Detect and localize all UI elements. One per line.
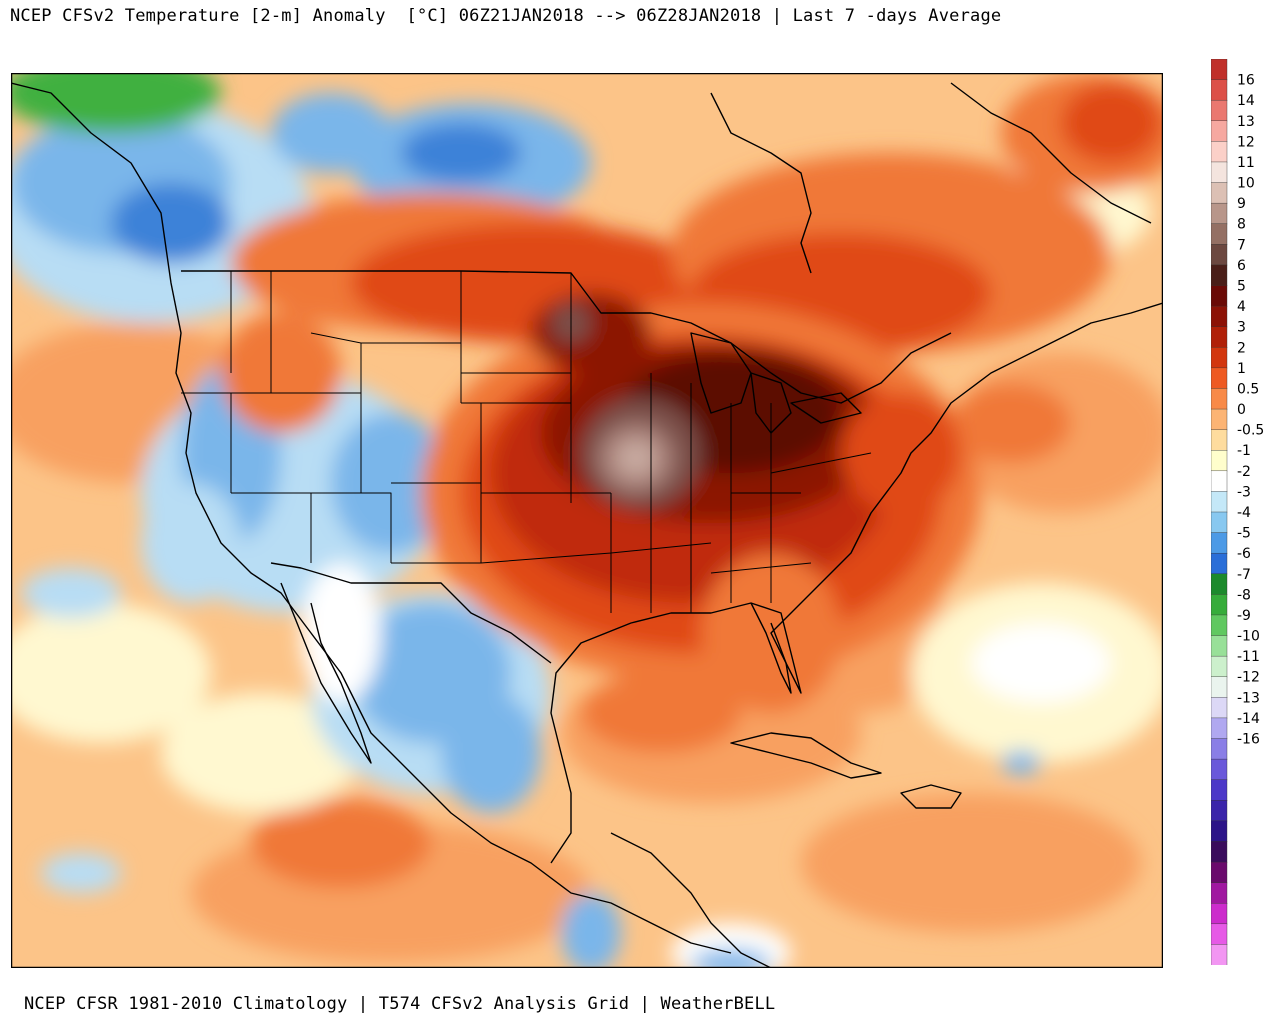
legend-swatch bbox=[1211, 244, 1228, 266]
legend-tick-label: 4 bbox=[1237, 299, 1246, 315]
legend-swatch bbox=[1211, 655, 1228, 678]
legend-tick-label: -14 bbox=[1237, 711, 1260, 727]
legend-tick-label: -3 bbox=[1237, 484, 1251, 500]
legend-tick-label: -2 bbox=[1237, 464, 1251, 480]
central-america-outline bbox=[610, 832, 772, 968]
legend-swatch bbox=[1211, 635, 1228, 657]
legend-swatch bbox=[1211, 326, 1228, 348]
legend-tick-label: 7 bbox=[1237, 237, 1246, 253]
legend-swatch bbox=[1211, 264, 1228, 287]
legend-swatch bbox=[1211, 841, 1228, 863]
legend-tick-label: 3 bbox=[1237, 320, 1246, 336]
legend-swatch bbox=[1211, 738, 1228, 760]
legend-swatch bbox=[1211, 758, 1228, 781]
legend-swatch bbox=[1211, 861, 1228, 884]
legend-swatch bbox=[1211, 944, 1228, 965]
legend-tick-label: 12 bbox=[1237, 134, 1255, 150]
legend-tick-label: -5 bbox=[1237, 526, 1251, 542]
legend-tick-label: -8 bbox=[1237, 587, 1251, 603]
legend-swatch bbox=[1211, 470, 1228, 493]
legend-swatch bbox=[1211, 491, 1228, 513]
map-footer: NCEP CFSR 1981-2010 Climatology | T574 C… bbox=[24, 994, 776, 1014]
legend-swatch bbox=[1211, 800, 1228, 822]
legend-swatch bbox=[1211, 779, 1228, 801]
legend-swatch bbox=[1211, 347, 1228, 369]
legend-swatch bbox=[1211, 923, 1228, 946]
legend-tick-label: 5 bbox=[1237, 279, 1246, 295]
legend-swatch bbox=[1211, 903, 1228, 925]
legend-swatch bbox=[1211, 820, 1228, 843]
legend-swatch bbox=[1211, 511, 1228, 534]
legend-tick-label: -12 bbox=[1237, 670, 1260, 686]
legend-tick-label: 0.5 bbox=[1237, 381, 1259, 397]
legend-swatch bbox=[1211, 676, 1228, 698]
legend-swatch bbox=[1211, 120, 1228, 142]
legend-tick-label: -0.5 bbox=[1237, 423, 1264, 439]
legend-tick-label: 8 bbox=[1237, 217, 1246, 233]
legend-swatch bbox=[1211, 408, 1228, 431]
legend-tick-label: -11 bbox=[1237, 649, 1260, 665]
legend-swatch bbox=[1211, 552, 1228, 575]
great-lakes bbox=[690, 332, 862, 434]
legend-swatch bbox=[1211, 594, 1228, 616]
hudson-bay-coast bbox=[710, 92, 812, 274]
legend-tick-label: 13 bbox=[1237, 114, 1255, 130]
legend-tick-label: 6 bbox=[1237, 258, 1246, 274]
legend-swatch bbox=[1211, 99, 1228, 122]
legend-tick-label: -16 bbox=[1237, 732, 1260, 748]
map-title: NCEP CFSv2 Temperature [2-m] Anomaly [°C… bbox=[10, 6, 1002, 26]
legend-tick-label: 14 bbox=[1237, 93, 1255, 109]
legend-tick-label: 2 bbox=[1237, 340, 1246, 356]
florida-peninsula bbox=[750, 602, 792, 694]
baja-peninsula bbox=[280, 582, 372, 764]
legend-tick-label: -6 bbox=[1237, 546, 1251, 562]
legend-swatch bbox=[1211, 285, 1228, 307]
legend-swatch bbox=[1211, 305, 1228, 328]
legend-tick-label: 9 bbox=[1237, 196, 1246, 212]
legend-swatch bbox=[1211, 573, 1228, 595]
legend-tick-label: 16 bbox=[1237, 73, 1255, 89]
us-mexico-border bbox=[270, 562, 552, 664]
legend-swatch bbox=[1211, 532, 1228, 554]
legend-swatch bbox=[1211, 429, 1228, 451]
legend-swatch bbox=[1211, 59, 1228, 81]
legend-swatch bbox=[1211, 717, 1228, 740]
legend-swatch bbox=[1211, 697, 1228, 719]
legend-tick-label: -9 bbox=[1237, 608, 1251, 624]
legend-swatch bbox=[1211, 882, 1228, 904]
legend-tick-label: 0 bbox=[1237, 402, 1246, 418]
legend-tick-label: -13 bbox=[1237, 690, 1260, 706]
labrador-coast bbox=[950, 82, 1152, 224]
legend-tick-label: 10 bbox=[1237, 176, 1255, 192]
legend-swatch bbox=[1211, 79, 1228, 101]
legend-tick-label: -7 bbox=[1237, 567, 1251, 583]
legend-swatch bbox=[1211, 161, 1228, 184]
color-scale-legend: 16 14 13 12 11 10 9 8 7 6 5 4 3 2 1 0.5 0 -0.5 -1 -2 -3 -4 -5 -… bbox=[1211, 59, 1264, 965]
legend-tick-label: -4 bbox=[1237, 505, 1251, 521]
legend-swatch bbox=[1211, 367, 1228, 390]
legend-swatch bbox=[1211, 388, 1228, 410]
north-america-coastline bbox=[11, 82, 1163, 954]
legend-tick-label: 1 bbox=[1237, 361, 1246, 377]
legend-swatch bbox=[1211, 614, 1228, 637]
legend-tick-label: -10 bbox=[1237, 629, 1260, 645]
legend-swatch bbox=[1211, 202, 1228, 225]
legend-swatch bbox=[1211, 182, 1228, 204]
legend-swatch bbox=[1211, 223, 1228, 245]
hispaniola-outline bbox=[900, 784, 962, 809]
legend-swatch bbox=[1211, 450, 1228, 472]
legend-swatch bbox=[1211, 141, 1228, 163]
legend-tick-label: 11 bbox=[1237, 155, 1255, 171]
legend-tick-label: -1 bbox=[1237, 443, 1251, 459]
temperature-anomaly-map bbox=[11, 73, 1163, 968]
cuba-outline bbox=[730, 732, 882, 779]
state-boundaries bbox=[181, 271, 872, 613]
